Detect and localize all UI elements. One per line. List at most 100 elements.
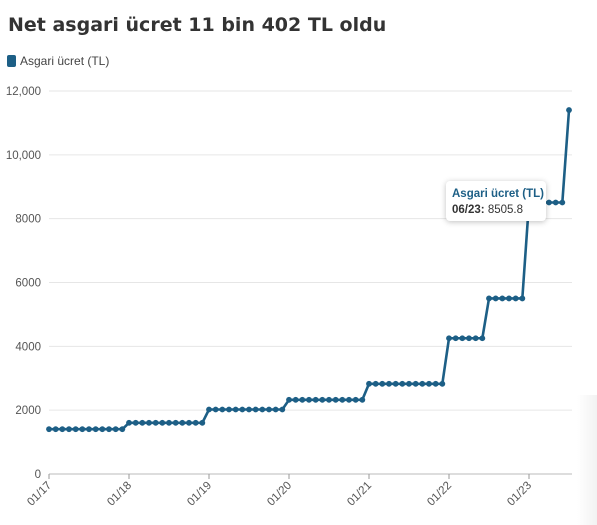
data-point — [166, 419, 172, 426]
data-point — [139, 419, 146, 426]
data-point — [112, 426, 119, 433]
data-point — [259, 406, 266, 413]
data-point — [219, 406, 226, 413]
data-point — [386, 380, 392, 387]
data-point — [279, 406, 286, 413]
data-point — [432, 380, 439, 387]
data-point — [192, 419, 199, 426]
data-point — [66, 426, 72, 433]
x-tick-label: 01/18 — [105, 480, 134, 509]
data-point — [506, 295, 512, 302]
data-point — [72, 426, 79, 433]
data-point — [286, 396, 292, 403]
y-tick-label: 8000 — [15, 214, 41, 226]
data-point — [79, 426, 86, 433]
legend-label: Asgari ücret (TL) — [20, 54, 110, 68]
data-point — [106, 426, 112, 433]
x-tick-label: 01/20 — [265, 480, 294, 509]
data-point — [119, 426, 126, 433]
data-point — [359, 396, 366, 403]
chart-title: Net asgari ücret 11 bin 402 TL oldu — [8, 14, 387, 36]
data-point — [366, 380, 372, 387]
tooltip-series: Asgari ücret (TL) — [452, 188, 545, 200]
data-point — [266, 406, 272, 413]
data-point — [412, 380, 419, 387]
tooltip-value: 8505.8 — [487, 204, 523, 216]
data-point — [226, 406, 232, 413]
data-point — [452, 335, 459, 342]
x-tick-label: 01/22 — [425, 480, 454, 509]
data-point — [312, 396, 319, 403]
data-point — [86, 426, 92, 433]
data-point — [346, 396, 352, 403]
data-point — [52, 426, 59, 433]
y-axis: 0 2000 4000 6000 8000 10,000 12,000 — [6, 86, 41, 481]
data-point — [146, 419, 152, 426]
y-tick-label: 0 — [35, 469, 41, 481]
series-points — [46, 107, 572, 433]
data-point — [459, 335, 466, 342]
x-tick-label: 01/19 — [185, 480, 214, 509]
corner-fade — [577, 395, 597, 525]
data-point — [332, 396, 339, 403]
data-point — [252, 406, 259, 413]
data-point — [552, 199, 559, 206]
data-point — [379, 380, 386, 387]
data-point — [212, 406, 219, 413]
data-point — [92, 426, 99, 433]
data-point — [492, 295, 499, 302]
data-point — [519, 295, 526, 302]
data-point — [372, 380, 379, 387]
data-point — [186, 419, 192, 426]
legend[interactable]: Asgari ücret (TL) — [7, 54, 109, 68]
data-point — [232, 406, 239, 413]
data-point — [299, 396, 306, 403]
data-point — [246, 406, 252, 413]
data-point — [126, 419, 132, 426]
data-point — [152, 419, 159, 426]
data-point — [399, 380, 406, 387]
data-point — [472, 335, 479, 342]
data-point — [292, 396, 299, 403]
data-point — [172, 419, 179, 426]
data-point — [546, 199, 552, 206]
tooltip: Asgari ücret (TL) 06/23: 8505.8 — [446, 181, 546, 221]
x-axis: 01/17 01/18 01/19 01/20 01/21 01/22 01/23 — [25, 473, 572, 509]
tooltip-label: 06/23: — [452, 204, 485, 216]
data-point — [199, 419, 206, 426]
series-line — [49, 109, 571, 431]
data-point — [499, 295, 506, 302]
data-point — [319, 396, 326, 403]
y-tick-label: 6000 — [15, 278, 41, 290]
data-point — [426, 380, 432, 387]
data-point — [406, 380, 412, 387]
data-point — [159, 419, 166, 426]
data-point — [239, 406, 246, 413]
data-point — [566, 107, 572, 113]
data-point — [179, 419, 186, 426]
grid-lines — [49, 90, 572, 475]
data-point — [132, 419, 139, 426]
data-point — [479, 335, 486, 342]
data-point — [419, 380, 426, 387]
x-tick-label: 01/23 — [505, 480, 534, 509]
y-tick-label: 12,000 — [6, 86, 41, 98]
data-point — [326, 396, 332, 403]
data-point — [486, 295, 492, 302]
data-point — [512, 295, 519, 302]
data-point — [339, 396, 346, 403]
x-tick-label: 01/21 — [345, 480, 374, 509]
y-tick-label: 4000 — [15, 341, 41, 353]
data-point — [352, 396, 359, 403]
data-point — [439, 380, 446, 387]
legend-swatch — [7, 55, 16, 67]
data-point — [466, 335, 472, 342]
data-point — [559, 199, 566, 206]
data-point — [99, 426, 106, 433]
data-point — [46, 426, 52, 433]
y-tick-label: 10,000 — [6, 150, 41, 162]
y-tick-label: 2000 — [15, 405, 41, 417]
data-point — [272, 406, 279, 413]
data-point — [206, 406, 212, 413]
